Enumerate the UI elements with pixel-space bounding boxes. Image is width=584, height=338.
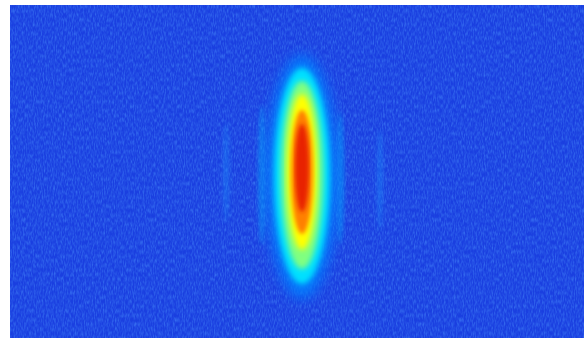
ripple bbox=[258, 105, 266, 245]
ripple bbox=[336, 112, 344, 244]
hotspot-core bbox=[295, 124, 309, 212]
side-ripples bbox=[223, 105, 383, 245]
ripple bbox=[223, 122, 229, 222]
hotspot bbox=[266, 55, 338, 299]
ripple bbox=[377, 130, 383, 230]
